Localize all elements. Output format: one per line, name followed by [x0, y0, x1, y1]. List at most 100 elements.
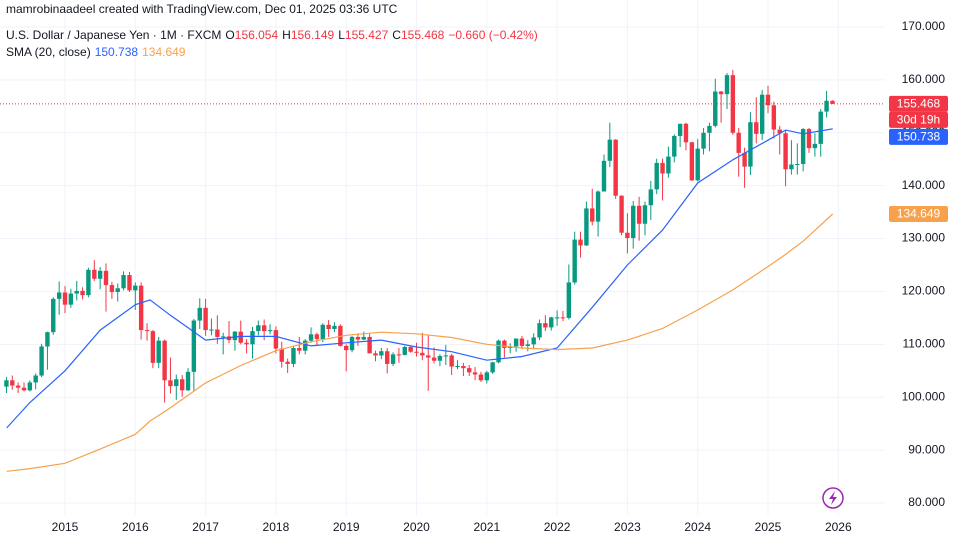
- candle-body: [672, 135, 677, 157]
- candle-body: [531, 337, 536, 345]
- candle-body: [467, 368, 472, 373]
- candle-body: [414, 351, 419, 353]
- x-tick-label: 2023: [614, 520, 641, 534]
- candle-body: [74, 290, 79, 294]
- ohlc-letter: H: [282, 28, 291, 42]
- candle-body: [683, 123, 689, 143]
- plot: [0, 69, 885, 472]
- candle-body: [783, 133, 788, 170]
- candle-body: [718, 91, 724, 95]
- candle-body: [127, 275, 132, 291]
- candle-body: [648, 189, 654, 206]
- candle-body: [209, 329, 214, 331]
- candle-body: [724, 75, 730, 95]
- candle-body: [80, 290, 85, 296]
- candle-body: [490, 362, 495, 373]
- ohlc-value: 156.054: [234, 28, 279, 42]
- candle-body: [537, 323, 542, 338]
- sma-tag-box: [889, 128, 948, 145]
- candle-body: [103, 270, 109, 286]
- indicator-legend: SMA (20, close) 150.738 134.649: [6, 45, 185, 59]
- candle-body: [748, 122, 753, 167]
- x-tick-label: 2018: [263, 520, 290, 534]
- candle-body: [484, 372, 489, 381]
- candle-body: [789, 164, 794, 170]
- candle-body: [607, 139, 613, 161]
- ohlc-letter: O: [225, 28, 235, 42]
- candle-body: [765, 94, 771, 106]
- y-tick-label: 140.000: [902, 178, 946, 192]
- candle-body: [502, 340, 507, 349]
- y-tick-label: 170.000: [902, 19, 946, 33]
- candle-body: [291, 348, 296, 364]
- y-tick-label: 130.000: [902, 231, 946, 245]
- x-tick-label: 2016: [122, 520, 149, 534]
- candle-body: [613, 139, 618, 196]
- candle-body: [461, 366, 466, 369]
- candle-body: [578, 239, 583, 246]
- candle-body: [115, 288, 120, 292]
- candle-body: [367, 336, 372, 354]
- candle-body: [361, 336, 366, 340]
- candle-body: [279, 348, 284, 362]
- candle-body: [437, 355, 443, 361]
- candle-body: [326, 324, 331, 330]
- candle-body: [156, 340, 161, 363]
- candle-body: [496, 340, 501, 363]
- candle-body: [572, 239, 577, 283]
- price-tag-box: [889, 95, 948, 112]
- candle-body: [261, 325, 267, 332]
- indicator-value: 134.649: [142, 45, 186, 59]
- candle-body: [455, 366, 460, 368]
- candle-body: [754, 122, 759, 134]
- candle-body: [601, 160, 607, 192]
- icon-bolt: [829, 491, 837, 505]
- candle-body: [250, 331, 255, 345]
- candle-body: [308, 334, 314, 341]
- candle-body: [666, 156, 671, 174]
- candle-body: [402, 346, 407, 355]
- candle-body: [543, 323, 548, 328]
- ohlc-value: 156.149: [290, 28, 335, 42]
- candle-body: [396, 354, 402, 356]
- candle-body: [420, 352, 425, 356]
- candle-body: [314, 334, 320, 340]
- indicator-name: SMA (20, close): [6, 45, 91, 59]
- candle-body: [33, 375, 38, 383]
- x-tick-label: 2021: [473, 520, 500, 534]
- candle-body: [138, 285, 144, 331]
- candle-body: [320, 324, 325, 340]
- ohlc-letter: C: [392, 28, 401, 42]
- candle-body: [256, 325, 261, 332]
- candle-body: [636, 205, 642, 224]
- sma-line: [6, 128, 833, 429]
- candle-body: [806, 129, 812, 149]
- candle-body: [443, 355, 449, 357]
- candle-body: [21, 387, 27, 391]
- candle-body: [824, 100, 829, 112]
- candle-body: [701, 132, 706, 149]
- x-tick-label: 2020: [403, 520, 430, 534]
- candle-body: [121, 275, 126, 289]
- candle-body: [426, 355, 431, 358]
- candle-body: [631, 205, 636, 239]
- candle-body: [742, 152, 747, 167]
- candle-body: [133, 285, 138, 291]
- candle-body: [519, 338, 525, 346]
- candle-body: [51, 298, 56, 333]
- candle-body: [560, 317, 566, 319]
- candle-body: [267, 330, 273, 332]
- candle-body: [4, 380, 9, 387]
- candle-body: [812, 143, 818, 149]
- candle-body: [379, 351, 384, 356]
- candle-body: [408, 346, 413, 352]
- x-tick-label: 2019: [333, 520, 360, 534]
- candle-body: [15, 385, 21, 388]
- candle-body: [332, 325, 337, 330]
- x-tick-label: 2026: [825, 520, 852, 534]
- candle-body: [707, 125, 712, 133]
- change: −0.660 (−0.42%): [448, 28, 538, 42]
- symbol-title: U.S. Dollar / Japanese Yen · 1M · FXCM: [6, 28, 222, 42]
- candle-body: [68, 293, 74, 305]
